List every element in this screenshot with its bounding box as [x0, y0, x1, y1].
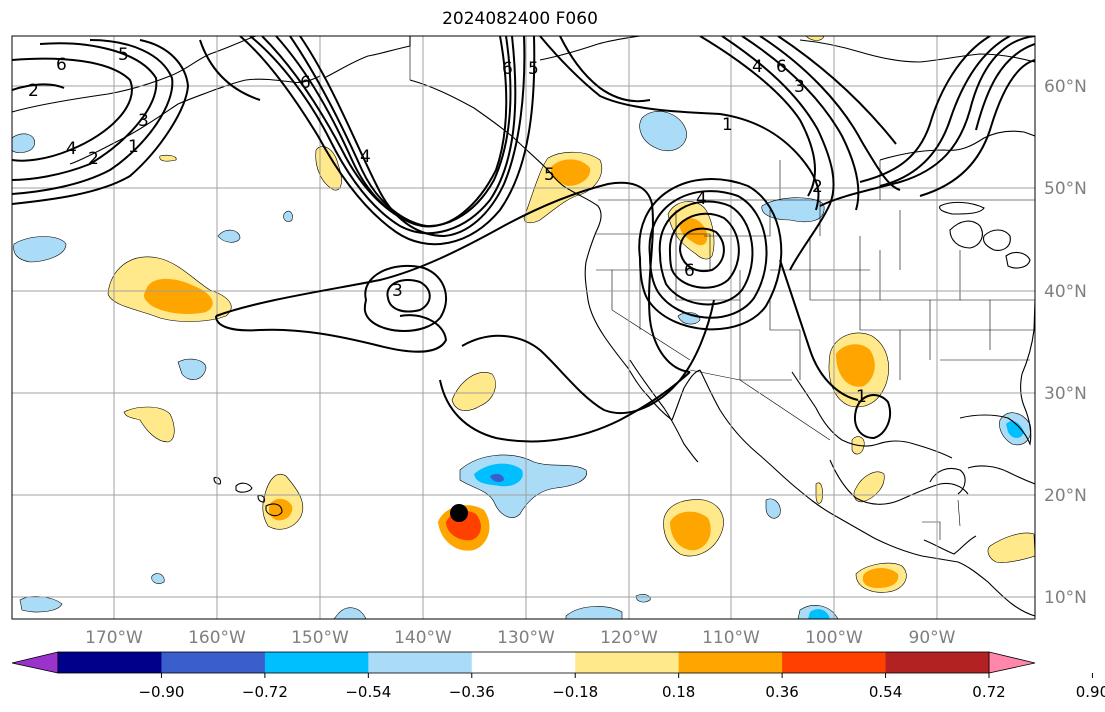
colorbar-tick-label: −0.18	[552, 683, 598, 701]
colorbar: −0.90 −0.72 −0.54 −0.36 −0.18 0.18 0.36 0.54 0.7…	[11, 651, 1105, 701]
colorbar-tick-label: 0.36	[765, 683, 798, 701]
colorbar-segment	[161, 652, 266, 673]
lat-label: 30°N	[1044, 384, 1087, 404]
land-outlines	[12, 36, 1035, 617]
contour-label: 6	[776, 57, 787, 77]
contour-label: 4	[66, 139, 77, 159]
contour-label: 5	[544, 165, 555, 185]
contour-label: 1	[128, 137, 139, 157]
colorbar-segment	[782, 652, 887, 673]
contour-label: 4	[360, 147, 371, 167]
colorbar-tick-label: −0.36	[449, 683, 495, 701]
contour-label: 2	[88, 149, 99, 169]
contour-label: 5	[528, 59, 539, 79]
longitude-labels: 170°W 160°W 150°W 140°W 130°W 120°W 110°…	[85, 628, 956, 648]
lat-label: 20°N	[1044, 486, 1087, 506]
lon-label: 90°W	[909, 628, 956, 648]
contour-label: 3	[392, 281, 403, 301]
lon-label: 160°W	[188, 628, 246, 648]
contour-label: 1	[856, 387, 867, 407]
colorbar-segment	[471, 652, 576, 673]
lon-label: 140°W	[394, 628, 452, 648]
contour-label: 1	[722, 115, 733, 135]
colorbar-segment	[678, 652, 783, 673]
colorbar-tick-label: −0.90	[138, 683, 184, 701]
colorbar-extend-min	[11, 651, 59, 674]
contour-label: 6	[300, 73, 311, 93]
lon-label: 120°W	[600, 628, 658, 648]
colorbar-tick-label: 0.18	[662, 683, 695, 701]
contour-label: 2	[28, 81, 39, 101]
lon-label: 170°W	[85, 628, 143, 648]
storm-center-marker	[450, 504, 468, 522]
lat-label: 40°N	[1044, 282, 1087, 302]
map-panel: 6 5 4 3 2 1 6 5 4 6 5 1 2 3 4 6 2 1 3 4 …	[12, 36, 1035, 619]
contour-label: 5	[118, 45, 129, 65]
contour-label: 6	[502, 59, 513, 79]
contour-label: 6	[684, 261, 695, 281]
contour-label: 2	[812, 177, 823, 197]
colorbar-tick-label: −0.72	[242, 683, 288, 701]
lon-label: 150°W	[291, 628, 349, 648]
contour-lines	[12, 36, 1035, 443]
lat-label: 10°N	[1044, 588, 1087, 608]
lon-label: 130°W	[497, 628, 555, 648]
lon-label: 110°W	[702, 628, 760, 648]
political-borders	[409, 36, 1035, 540]
colorbar-tick-label: 0.54	[869, 683, 902, 701]
shading-blue	[490, 473, 504, 483]
colorbar-segment	[885, 652, 990, 673]
contour-label: 3	[794, 77, 805, 97]
lon-label: 100°W	[805, 628, 863, 648]
colorbar-tick-label: −0.54	[345, 683, 391, 701]
contour-label: 4	[752, 57, 763, 77]
colorbar-extend-max	[988, 651, 1036, 674]
colorbar-segment	[368, 652, 473, 673]
colorbar-segment	[58, 652, 162, 673]
grid-lines	[12, 36, 1035, 619]
colorbar-tick-label: 0.72	[972, 683, 1005, 701]
lat-label: 50°N	[1044, 179, 1087, 199]
map-frame	[11, 35, 1036, 620]
colorbar-segment	[575, 652, 680, 673]
colorbar-segment	[264, 652, 369, 673]
lat-label: 60°N	[1044, 77, 1087, 97]
map-title: 2024082400 F060	[442, 9, 598, 29]
latitude-labels: 60°N 50°N 40°N 30°N 20°N 10°N	[1044, 77, 1087, 608]
contour-label: 6	[56, 55, 67, 75]
contour-label: 3	[138, 111, 149, 131]
contour-label: 4	[696, 189, 707, 209]
colorbar-tick-label: 0.90	[1076, 683, 1105, 701]
contour-labels: 6 5 4 3 2 1 6 5 4 6 5 1 2 3 4 6 2 1 3 4 …	[28, 45, 867, 407]
